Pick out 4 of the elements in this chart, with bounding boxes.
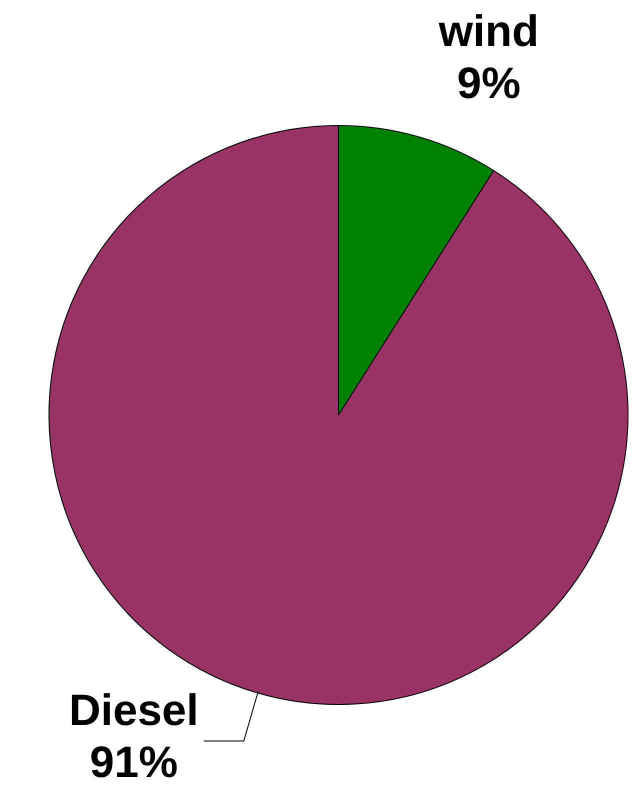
data-label: 9% <box>457 58 521 108</box>
slice-label: Diesel <box>68 686 199 736</box>
slice-label: wind <box>438 6 539 56</box>
data-label: 91% <box>90 738 178 788</box>
